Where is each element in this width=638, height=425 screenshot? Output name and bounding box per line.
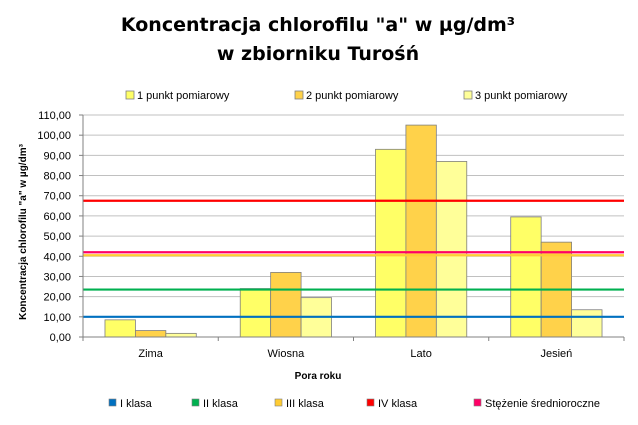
threshold-legend: I klasa II klasa III klasa IV klasa Stężenie…: [108, 398, 600, 410]
series-legend: 1 punkt pomiarowy 2 punkt pomiarowy 3 punk…: [125, 90, 568, 102]
legend-swatch-series-1: [125, 90, 135, 100]
y-tick-label: 30,00: [43, 271, 71, 283]
legend-label-threshold-4: IV klasa: [378, 398, 418, 410]
legend-label-threshold-1: I klasa: [120, 398, 153, 410]
bar-3-jesień: [571, 309, 603, 338]
y-tick-label: 100,00: [37, 130, 71, 142]
y-tick-label: 90,00: [43, 150, 71, 162]
y-tick-label: 50,00: [43, 231, 71, 243]
bar-2-zima: [135, 330, 167, 338]
chart-title-line-1: Koncentracja chlorofilu "a" w µg/dm³: [121, 14, 515, 36]
bar-2-lato: [405, 124, 437, 338]
legend-swatch-threshold-5: [473, 398, 482, 407]
x-tick-labels: Zima Wiosna Lato Jesień: [138, 348, 572, 360]
bar-3-lato: [435, 161, 468, 338]
legend-swatch-series-3: [463, 90, 473, 100]
y-tick-label: 40,00: [43, 251, 71, 263]
bar-1-jesień: [510, 216, 542, 338]
y-tick-label: 110,00: [38, 110, 71, 122]
legend-label-series-1: 1 punkt pomiarowy: [137, 90, 230, 102]
bar-3-zima: [165, 332, 197, 338]
legend-label-series-3: 3 punkt pomiarowy: [475, 90, 568, 102]
y-tick-label: 80,00: [43, 171, 71, 183]
y-tick-label: 0,00: [50, 332, 71, 344]
legend-swatch-threshold-1: [108, 398, 117, 407]
bar-series: [104, 124, 603, 338]
legend-swatch-series-2: [294, 90, 304, 100]
legend-label-threshold-5: Stężenie średnioroczne: [485, 398, 600, 410]
threshold-lines: [83, 199, 624, 318]
x-tick-label: Zima: [138, 348, 163, 360]
legend-swatch-threshold-3: [274, 398, 283, 407]
chart-title-line-2: w zbiorniku Turośń: [217, 43, 419, 65]
y-tick-label: 60,00: [43, 211, 71, 223]
legend-label-series-2: 2 punkt pomiarowy: [306, 90, 399, 102]
bar-2-wiosna: [270, 272, 302, 338]
legend-swatch-threshold-2: [191, 398, 200, 407]
x-tick-label: Lato: [410, 348, 431, 360]
bar-1-zima: [104, 319, 136, 338]
x-tick-label: Jesień: [540, 348, 572, 360]
legend-label-threshold-3: III klasa: [286, 398, 325, 410]
axes: [79, 114, 625, 341]
y-tick-label: 20,00: [43, 292, 71, 304]
legend-swatch-threshold-4: [366, 398, 375, 407]
x-tick-label: Wiosna: [268, 348, 306, 360]
gridlines: [83, 114, 624, 318]
y-tick-label: 10,00: [43, 312, 71, 324]
y-tick-labels: 0,00 10,00 20,00 30,00 40,00 50,00 60,00 70,00 8…: [37, 110, 71, 344]
y-tick-label: 70,00: [43, 191, 71, 203]
x-axis-title: Pora roku: [295, 371, 342, 382]
legend-label-threshold-2: II klasa: [203, 398, 239, 410]
y-axis-title: Koncentracja chlorofilu "a" w µg/dm³: [18, 143, 29, 319]
bar-1-wiosna: [239, 288, 272, 338]
bar-1-lato: [375, 148, 407, 338]
